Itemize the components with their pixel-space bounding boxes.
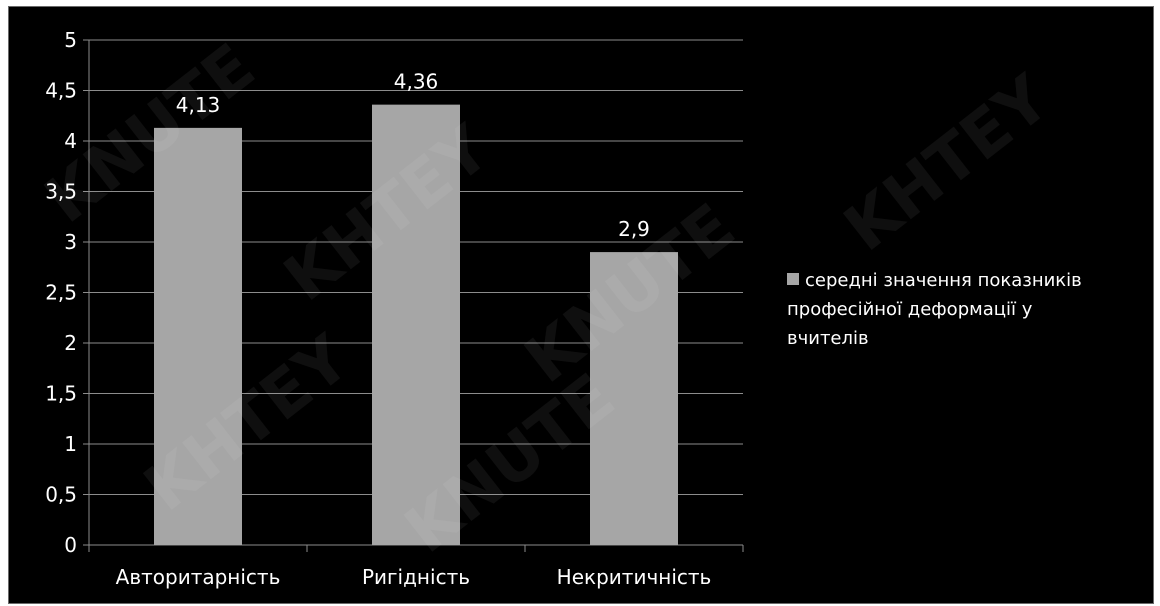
y-tick-label: 2	[64, 331, 77, 355]
legend: середні значення показників професійної …	[787, 266, 1147, 353]
legend-line-2: професійної деформації у	[787, 299, 1033, 320]
data-label: 4,13	[176, 93, 221, 117]
y-tick-label: 4	[64, 129, 77, 153]
y-tick-label: 3	[64, 230, 77, 254]
y-tick-label: 1,5	[45, 382, 77, 406]
bar	[590, 252, 678, 545]
y-tick-label: 2,5	[45, 281, 77, 305]
bar	[372, 104, 460, 545]
bar	[154, 127, 242, 546]
chart-frame: 0 0,5 1 1,5 2 2,5 3 3,5 4 4,5 5 4,13 Авторитарність 4…	[8, 6, 1154, 604]
data-label: 4,36	[394, 70, 439, 94]
category-label: Авторитарність	[116, 565, 281, 589]
bar-chart: 0 0,5 1 1,5 2 2,5 3 3,5 4 4,5 5 4,13 Авторитарність 4…	[45, 28, 744, 589]
y-tick-label: 4,5	[45, 79, 77, 103]
y-tick-label: 3,5	[45, 180, 77, 204]
y-tick-label: 1	[64, 432, 77, 456]
labels: 0 0,5 1 1,5 2 2,5 3 3,5 4 4,5 5 4,13 Авторитарність 4…	[45, 28, 711, 589]
category-label: Ригідність	[362, 565, 470, 589]
legend-entry: середні значення показників	[787, 266, 1147, 295]
y-tick-label: 0	[64, 533, 77, 557]
category-label: Некритичність	[557, 565, 712, 589]
legend-line-3: вчителів	[787, 328, 869, 349]
y-tick-label: 0,5	[45, 483, 77, 507]
y-tick-label: 5	[64, 28, 77, 52]
data-label: 2,9	[618, 217, 650, 241]
legend-swatch	[787, 273, 799, 285]
legend-line-1: середні значення показників	[805, 270, 1082, 291]
bars	[154, 104, 678, 546]
